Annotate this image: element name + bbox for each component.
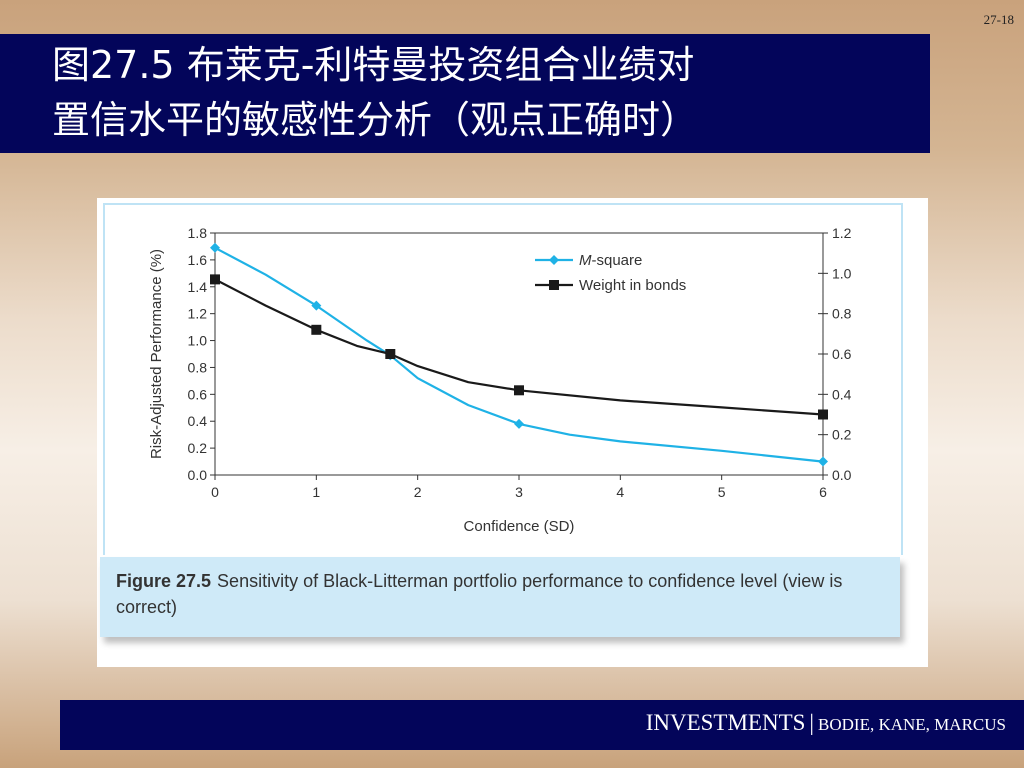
weight-in-bonds-point: [210, 274, 220, 285]
chart-ticks: 0.0 0.2 0.4 0.6 0.8 1.0 1.2 1.4 1.6 1.8 0.0 0.2 0.4 0…: [148, 225, 852, 535]
y2-tick-label: 1.0: [832, 265, 852, 281]
y-axis-label: Risk-Adjusted Performance (%): [148, 249, 165, 459]
x-tick-label: 6: [819, 484, 827, 500]
y-tick-label: 0.8: [188, 359, 208, 375]
footer-separator: |: [809, 710, 815, 735]
x-tick-label: 0: [211, 484, 219, 500]
footer-authors: BODIE, KANE, MARCUS: [818, 715, 1006, 734]
y-tick-label: 0.2: [188, 440, 208, 456]
footer-book-title: INVESTMENTS: [645, 710, 806, 735]
x-tick-label: 3: [515, 484, 523, 500]
y-tick-label: 0.4: [188, 413, 208, 429]
y-tick-label: 1.0: [188, 333, 208, 349]
x-tick-label: 2: [414, 484, 422, 500]
chart-container: 0.0 0.2 0.4 0.6 0.8 1.0 1.2 1.4 1.6 1.8 0.0 0.2 0.4 0…: [103, 203, 903, 555]
slide-number: 27-18: [983, 12, 1014, 27]
weight-in-bonds-point: [385, 349, 396, 359]
x-axis-label: Confidence (SD): [464, 518, 575, 535]
weight-in-bonds-point: [514, 385, 524, 396]
chart-series: [210, 242, 828, 467]
footer-bar: INVESTMENTS | BODIE, KANE, MARCUS: [60, 700, 1024, 750]
figure-caption: Figure 27.5 Sensitivity of Black-Litterma…: [100, 557, 900, 637]
y-tick-label: 0.0: [188, 467, 208, 483]
x-tick-label: 1: [312, 484, 320, 500]
legend-m-square-label: M-square: [579, 252, 642, 269]
caption-label: Figure 27.5: [116, 571, 212, 591]
series-line-m-square: [214, 246, 824, 463]
legend-weight-in-bonds-marker: [549, 280, 559, 290]
x-tick-label: 4: [616, 484, 624, 500]
series-line-weight-in-bonds: [214, 278, 824, 416]
figure-frame: 0.0 0.2 0.4 0.6 0.8 1.0 1.2 1.4 1.6 1.8 0.0 0.2 0.4 0…: [97, 198, 928, 667]
weight-in-bonds-point: [311, 324, 322, 335]
m-square-point: [514, 418, 524, 429]
y2-tick-label: 1.2: [832, 225, 852, 241]
slide-title-line-1: 图27.5 布莱克-利特曼投资组合业绩对: [52, 43, 695, 87]
slide-title-line-2: 置信水平的敏感性分析（观点正确时）: [52, 98, 699, 142]
y-tick-label: 1.8: [188, 225, 208, 241]
line-chart: 0.0 0.2 0.4 0.6 0.8 1.0 1.2 1.4 1.6 1.8 0.0 0.2 0.4 0…: [148, 225, 852, 535]
m-square-point: [210, 242, 220, 253]
m-square-point: [818, 456, 828, 467]
caption-text: Sensitivity of Black-Litterman portfolio…: [116, 571, 843, 617]
y-tick-label: 1.2: [188, 306, 208, 322]
plot-frame: [214, 232, 824, 476]
y2-tick-label: 0.0: [832, 467, 852, 483]
legend-m-square-suffix: -square: [592, 252, 643, 269]
legend-m-square-prefix: M: [579, 252, 592, 269]
y2-tick-label: 0.8: [832, 306, 852, 322]
y2-tick-label: 0.6: [832, 346, 852, 362]
title-bar: 图27.5 布莱克-利特曼投资组合业绩对 置信水平的敏感性分析（观点正确时）: [0, 34, 930, 153]
chart-axes: [214, 232, 824, 476]
y-tick-label: 1.6: [188, 252, 208, 268]
legend-weight-in-bonds-label: Weight in bonds: [579, 277, 686, 294]
y2-tick-label: 0.2: [832, 427, 852, 443]
legend-m-square-marker: [549, 255, 559, 265]
m-square-point: [311, 300, 322, 311]
weight-in-bonds-point: [818, 409, 828, 420]
x-tick-label: 5: [718, 484, 726, 500]
y2-tick-label: 0.4: [832, 386, 852, 402]
chart-legend: M-square Weight in bonds: [535, 252, 686, 294]
y-tick-label: 0.6: [188, 386, 208, 402]
y-tick-label: 1.4: [188, 279, 208, 295]
